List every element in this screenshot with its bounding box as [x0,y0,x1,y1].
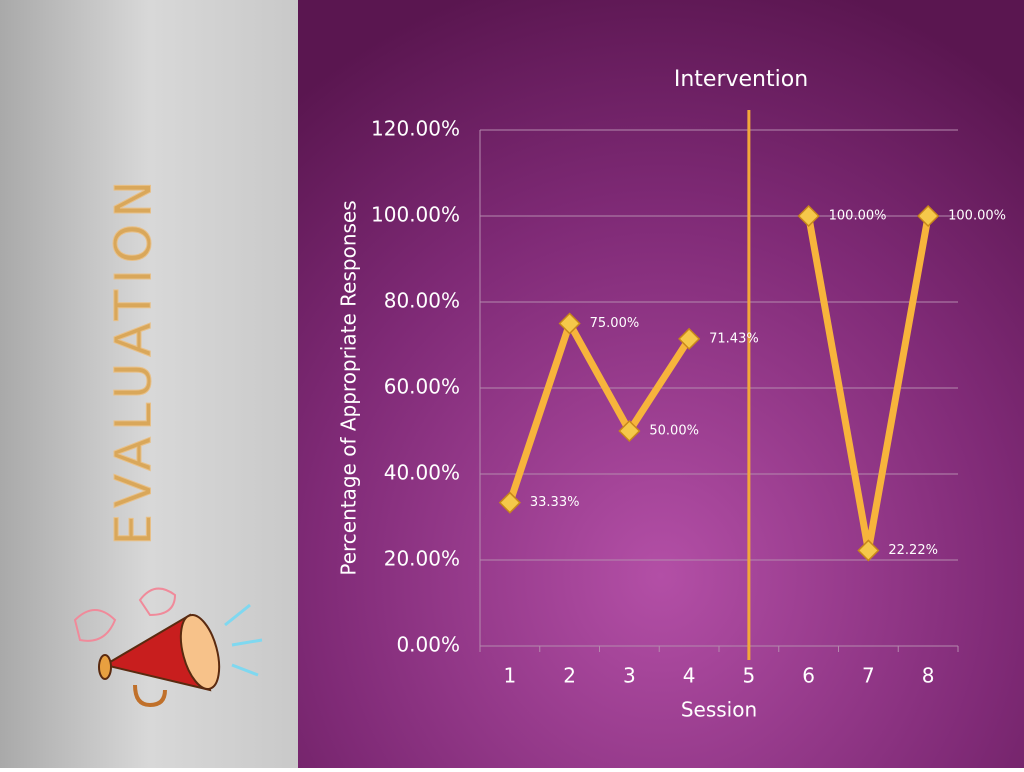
data-label: 100.00% [829,209,887,224]
x-tick-label: 1 [504,664,517,688]
x-tick-label: 8 [922,664,935,688]
data-point [558,312,581,335]
data-point [857,539,880,562]
x-tick-label: 5 [743,664,756,688]
side-title: EVALUATION [105,174,163,545]
y-axis-label: Percentage of Appropriate Responses [337,200,361,575]
data-point [678,327,701,350]
y-tick-label: 80.00% [384,289,460,313]
y-tick-label: 0.00% [396,633,460,657]
data-label: 22.22% [888,543,938,558]
x-tick-label: 6 [802,664,815,688]
data-label: 50.00% [649,424,699,439]
y-tick-label: 60.00% [384,375,460,399]
data-point [797,204,820,228]
data-label: 71.43% [709,331,759,346]
y-tick-label: 20.00% [384,547,460,571]
x-tick-label: 3 [623,664,636,688]
data-point [498,491,521,514]
x-tick-label: 7 [862,664,875,688]
data-label: 75.00% [590,316,640,331]
x-tick-label: 4 [683,664,696,688]
y-tick-label: 120.00% [371,117,460,141]
megaphone-icon [73,587,263,708]
x-tick-label: 2 [563,664,576,688]
data-label: 100.00% [948,209,1006,224]
data-point [917,204,940,228]
y-tick-label: 40.00% [384,461,460,485]
y-tick-label: 100.00% [371,203,460,227]
data-label: 33.33% [530,495,580,510]
intervention-label: Intervention [674,67,808,92]
x-axis-label: Session [681,698,757,722]
data-point [618,419,641,443]
